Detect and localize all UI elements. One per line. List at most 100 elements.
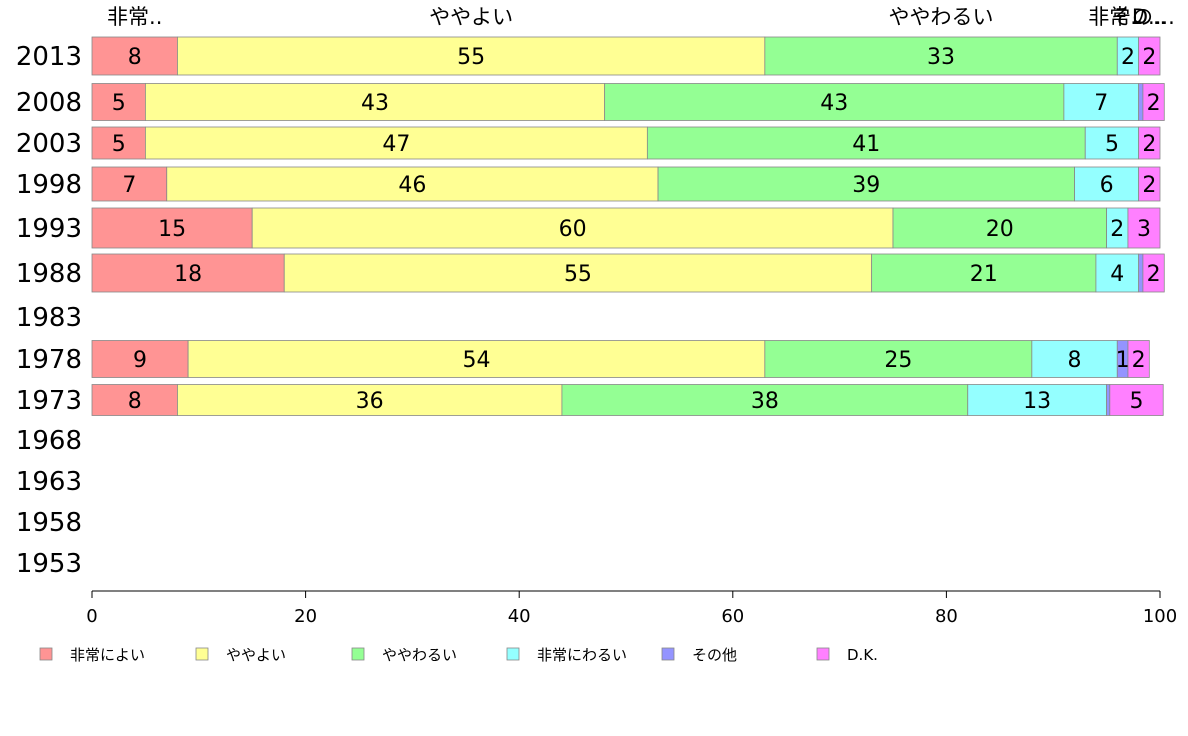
legend-swatch — [816, 647, 830, 661]
value-label: 8 — [128, 45, 142, 70]
value-label: 6 — [1100, 173, 1114, 198]
legend-label: ややよい — [226, 646, 286, 664]
y-tick-label: 1988 — [16, 259, 82, 289]
bar-segment — [604, 83, 1065, 121]
value-label: 36 — [356, 389, 384, 414]
y-tick-label: 2008 — [16, 88, 82, 118]
y-tick-label: 1973 — [16, 386, 82, 416]
value-label: 9 — [133, 348, 147, 373]
value-label: 5 — [1130, 389, 1144, 414]
value-label: 5 — [112, 132, 126, 157]
bar-segment — [657, 166, 1075, 202]
legend-item: 非常によい — [39, 646, 145, 664]
top-label: 非常.. — [1088, 5, 1143, 29]
legend: 非常によい ややよい ややわるい 非常にわるい その他 D.K. — [39, 646, 878, 664]
value-label: 4 — [1110, 262, 1124, 287]
top-label: D.... — [1132, 5, 1175, 29]
value-label: 3 — [1137, 217, 1151, 242]
value-label: 2 — [1142, 132, 1156, 157]
bar-segment — [166, 166, 659, 202]
legend-label: その他 — [692, 646, 737, 664]
bar-segment — [91, 207, 253, 249]
bar-segment — [1084, 126, 1140, 160]
value-label: 7 — [1094, 91, 1108, 116]
legend-label: 非常によい — [70, 646, 145, 664]
bar-segment — [91, 83, 146, 121]
bar-segment — [91, 166, 168, 202]
value-label: 39 — [852, 173, 880, 198]
value-label: 33 — [927, 45, 955, 70]
bar-segment — [283, 253, 873, 293]
bar-segment — [1138, 166, 1161, 202]
bar-segment — [1127, 207, 1161, 249]
bar-segment — [892, 207, 1108, 249]
y-tick-label: 2003 — [16, 129, 82, 159]
bar-segment — [1031, 340, 1118, 378]
y-tick-label: 1958 — [16, 508, 82, 538]
bar-segment — [1127, 340, 1150, 378]
legend-swatch — [661, 647, 675, 661]
y-tick-label: 1993 — [16, 214, 82, 244]
y-tick-label: 1968 — [16, 426, 82, 456]
top-label: その.. — [1111, 5, 1166, 29]
bar-segment — [1142, 83, 1165, 121]
bar-segment — [1142, 253, 1165, 293]
legend-swatch — [506, 647, 520, 661]
bar-segment — [1106, 384, 1111, 416]
value-label: 1 — [1116, 348, 1130, 373]
y-tick-label: 2013 — [16, 42, 82, 72]
value-label: 41 — [852, 132, 880, 157]
legend-label: D.K. — [847, 646, 878, 664]
y-tick-label: 1983 — [16, 303, 82, 333]
bar-segment — [91, 340, 189, 378]
value-label: 47 — [382, 132, 410, 157]
legend-item: D.K. — [816, 646, 878, 664]
value-label: 20 — [986, 217, 1014, 242]
value-label: 5 — [1105, 132, 1119, 157]
legend-item: その他 — [661, 646, 737, 664]
x-tick-label: 40 — [508, 606, 531, 627]
top-label: 非常.. — [107, 5, 162, 29]
bar-segment — [1109, 384, 1164, 416]
bar-segment — [91, 253, 285, 293]
y-tick-label: 1963 — [16, 467, 82, 497]
bar-segment — [1138, 36, 1161, 76]
y-tick-label: 1978 — [16, 345, 82, 375]
value-label: 2 — [1142, 45, 1156, 70]
value-label: 18 — [174, 262, 202, 287]
bar-segment — [91, 36, 178, 76]
bar-segment — [1138, 253, 1144, 293]
x-tick-label: 60 — [721, 606, 744, 627]
bar-segment — [144, 126, 648, 160]
legend-swatch — [195, 647, 209, 661]
y-tick-label: 1953 — [16, 549, 82, 579]
x-axis: 0 20 40 60 80 100 — [86, 590, 1177, 627]
bar-segment — [561, 384, 969, 416]
x-tick-label: 100 — [1143, 606, 1177, 627]
legend-label: ややわるい — [382, 646, 457, 664]
bar-segment — [91, 384, 178, 416]
bar-segment — [646, 126, 1086, 160]
value-label: 2 — [1121, 45, 1135, 70]
value-label: 46 — [398, 173, 426, 198]
value-label: 13 — [1023, 389, 1051, 414]
bar-segment — [1063, 83, 1140, 121]
legend-item: 非常にわるい — [506, 646, 627, 664]
y-tick-label: 1998 — [16, 170, 82, 200]
legend-label: 非常にわるい — [537, 646, 627, 664]
x-tick-label: 80 — [935, 606, 958, 627]
value-label: 54 — [462, 348, 490, 373]
value-label: 60 — [559, 217, 587, 242]
value-label: 15 — [158, 217, 186, 242]
bar-segment — [871, 253, 1097, 293]
legend-item: ややよい — [195, 646, 286, 664]
bar-segment — [1074, 166, 1140, 202]
bar-segment — [251, 207, 894, 249]
value-label: 8 — [128, 389, 142, 414]
value-label: 2 — [1110, 217, 1124, 242]
value-label: 2 — [1147, 91, 1161, 116]
x-tick-label: 20 — [294, 606, 317, 627]
value-label: 21 — [970, 262, 998, 287]
value-label: 5 — [112, 91, 126, 116]
